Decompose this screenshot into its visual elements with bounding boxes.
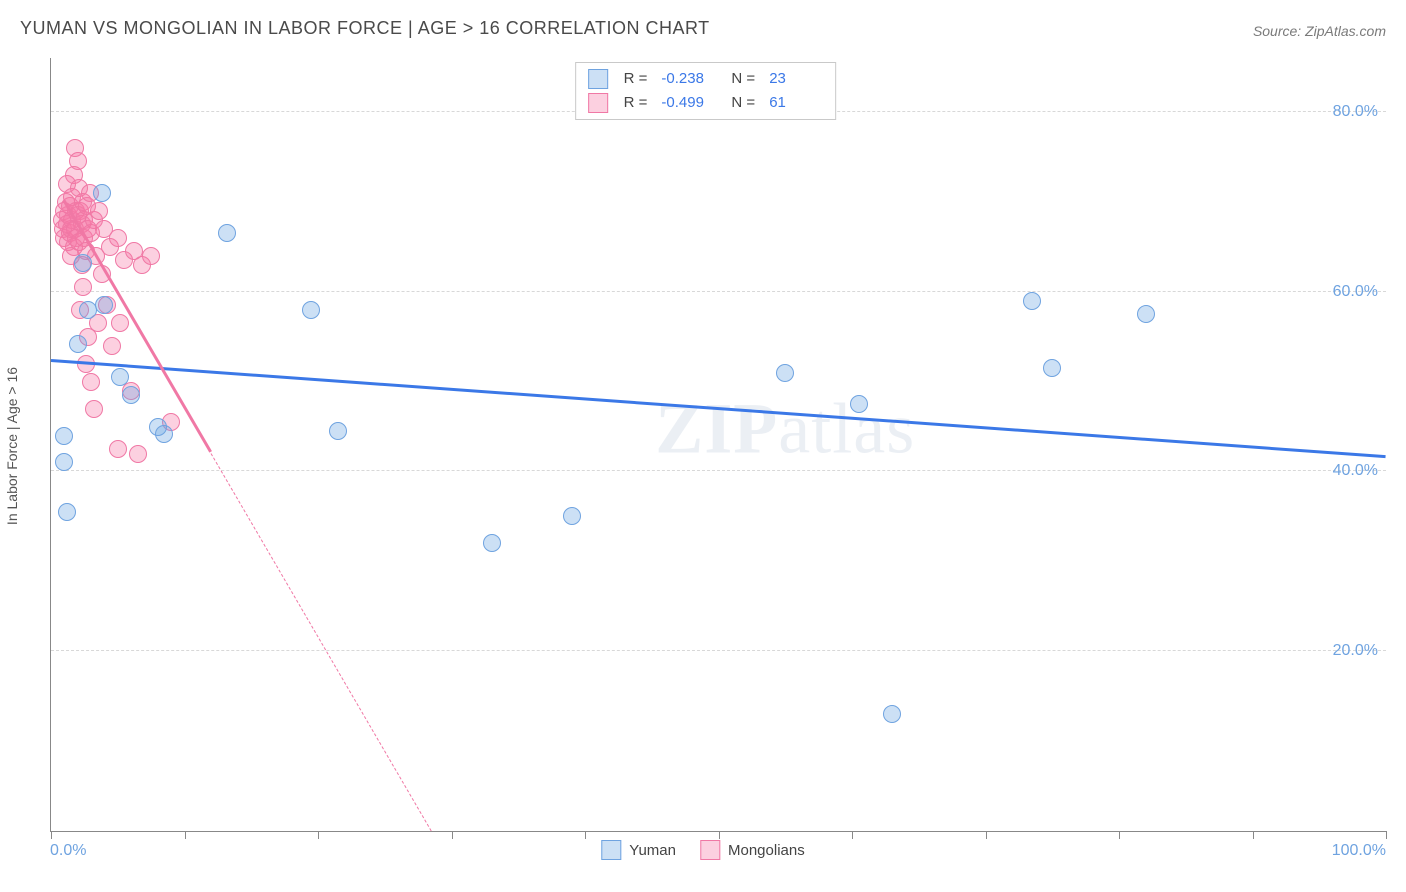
data-point [74, 254, 92, 272]
data-point [95, 296, 113, 314]
legend-swatch [588, 69, 608, 89]
chart-title: YUMAN VS MONGOLIAN IN LABOR FORCE | AGE … [20, 18, 710, 39]
y-axis-title: In Labor Force | Age > 16 [4, 367, 20, 525]
n-value: 61 [769, 91, 823, 115]
data-point [1043, 359, 1061, 377]
data-point [82, 373, 100, 391]
data-point [155, 425, 173, 443]
y-tick-label: 20.0% [1333, 642, 1378, 660]
chart-header: YUMAN VS MONGOLIAN IN LABOR FORCE | AGE … [0, 0, 1406, 49]
trend-line [51, 359, 1386, 458]
n-label: N = [731, 91, 755, 115]
data-point [103, 337, 121, 355]
correlation-row-yuman: R = -0.238 N = 23 [588, 67, 824, 91]
x-tick [452, 831, 453, 839]
x-tick [585, 831, 586, 839]
legend-swatch-yuman [601, 840, 621, 860]
x-tick [185, 831, 186, 839]
grid-line [51, 650, 1386, 651]
data-point [563, 507, 581, 525]
data-point [55, 427, 73, 445]
y-tick-label: 40.0% [1333, 462, 1378, 480]
data-point [90, 202, 108, 220]
x-tick [986, 831, 987, 839]
x-max-label: 100.0% [1332, 842, 1386, 860]
data-point [111, 368, 129, 386]
data-point [776, 364, 794, 382]
legend-swatch [588, 93, 608, 113]
data-point [69, 335, 87, 353]
correlation-legend: R = -0.238 N = 23 R = -0.499 N = 61 [575, 62, 837, 120]
r-value: -0.499 [661, 91, 715, 115]
x-tick [1253, 831, 1254, 839]
grid-line [51, 470, 1386, 471]
legend-item-yuman: Yuman [601, 840, 676, 860]
n-label: N = [731, 67, 755, 91]
data-point [302, 301, 320, 319]
chart-source: Source: ZipAtlas.com [1253, 23, 1386, 39]
x-tick [51, 831, 52, 839]
trend-line [211, 453, 432, 831]
y-tick-label: 80.0% [1333, 103, 1378, 121]
data-point [218, 224, 236, 242]
chart-plot-area: ZIPatlas 20.0% 40.0% 60.0% 80.0% R = -0.238 N … [50, 58, 1386, 832]
legend-item-mongolian: Mongolians [700, 840, 805, 860]
x-tick [1119, 831, 1120, 839]
trend-line [63, 200, 212, 453]
data-point [111, 314, 129, 332]
r-label: R = [624, 67, 648, 91]
legend-label-yuman: Yuman [629, 842, 676, 859]
data-point [142, 247, 160, 265]
data-point [129, 445, 147, 463]
n-value: 23 [769, 67, 823, 91]
data-point [74, 278, 92, 296]
r-label: R = [624, 91, 648, 115]
data-point [69, 152, 87, 170]
data-point [329, 422, 347, 440]
data-point [85, 400, 103, 418]
data-point [483, 534, 501, 552]
data-point [122, 386, 140, 404]
data-point [93, 184, 111, 202]
grid-line [51, 291, 1386, 292]
legend-swatch-mongolian [700, 840, 720, 860]
watermark: ZIPatlas [655, 388, 915, 471]
x-tick [1386, 831, 1387, 839]
data-point [1023, 292, 1041, 310]
correlation-row-mongolian: R = -0.499 N = 61 [588, 91, 824, 115]
data-point [109, 229, 127, 247]
x-tick [318, 831, 319, 839]
data-point [109, 440, 127, 458]
data-point [850, 395, 868, 413]
data-point [58, 503, 76, 521]
r-value: -0.238 [661, 67, 715, 91]
x-tick [852, 831, 853, 839]
y-tick-label: 60.0% [1333, 283, 1378, 301]
data-point [55, 453, 73, 471]
data-point [1137, 305, 1155, 323]
legend-label-mongolian: Mongolians [728, 842, 805, 859]
series-legend: Yuman Mongolians [601, 840, 804, 860]
x-tick [719, 831, 720, 839]
data-point [883, 705, 901, 723]
x-min-label: 0.0% [50, 842, 86, 860]
